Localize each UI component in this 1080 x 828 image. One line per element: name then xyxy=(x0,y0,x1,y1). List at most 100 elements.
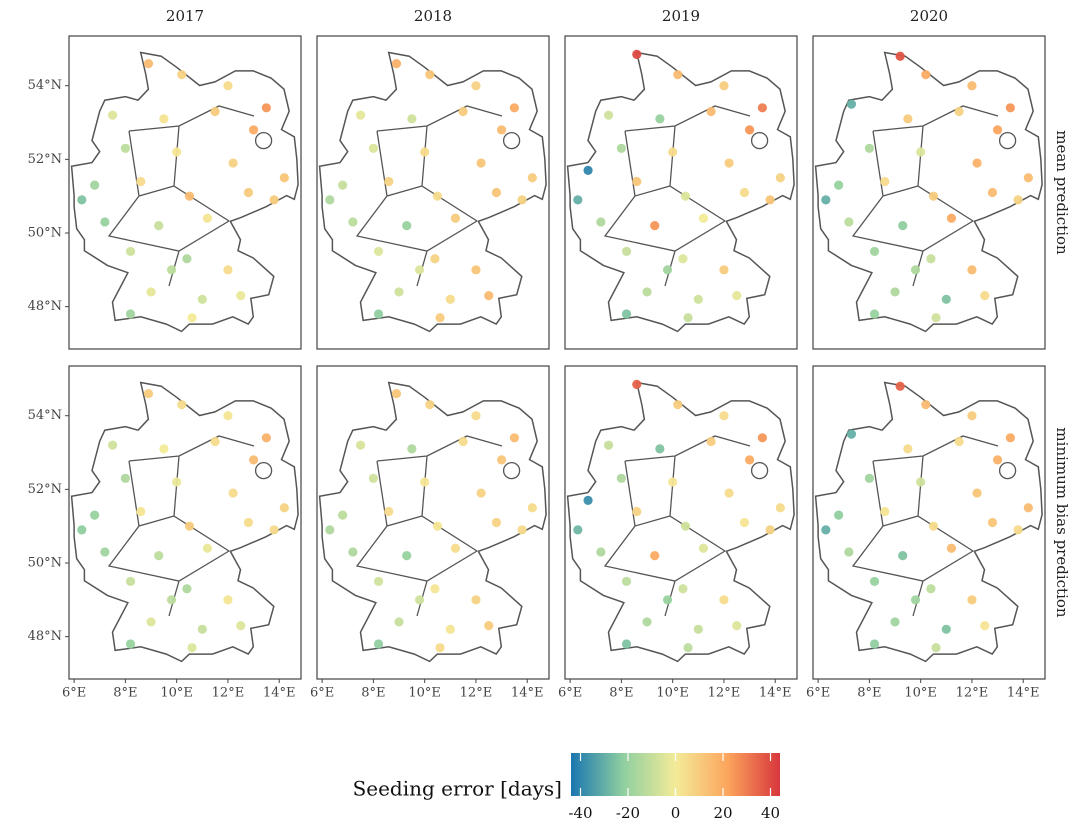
station-point xyxy=(77,525,87,535)
station-point xyxy=(928,521,939,531)
station-point xyxy=(757,433,767,443)
x-tick-label: 12°E xyxy=(956,686,989,701)
station-point xyxy=(890,287,900,297)
station-point xyxy=(573,525,583,535)
station-point xyxy=(279,503,289,513)
station-point xyxy=(926,254,936,264)
station-point xyxy=(583,495,593,506)
colorbar-tick-label: 20 xyxy=(713,804,732,822)
station-point xyxy=(243,517,254,528)
station-point xyxy=(458,106,468,117)
station-point xyxy=(136,176,146,187)
station-point xyxy=(673,400,683,410)
station-point xyxy=(869,576,880,587)
station-point xyxy=(184,191,195,201)
station-point xyxy=(987,187,998,198)
station-point xyxy=(476,158,486,168)
x-tick-label: 14°E xyxy=(759,686,792,701)
station-point xyxy=(210,436,220,447)
station-point xyxy=(596,217,606,227)
station-point xyxy=(243,187,254,198)
map-outline xyxy=(814,51,1043,333)
station-point xyxy=(172,477,182,487)
station-point xyxy=(744,455,755,465)
station-point xyxy=(650,221,660,231)
station-point xyxy=(248,455,259,465)
station-point xyxy=(223,411,233,421)
station-point xyxy=(202,213,213,223)
panel-border xyxy=(316,35,550,350)
station-point xyxy=(719,595,729,605)
column-strip: 2019 xyxy=(662,7,700,25)
station-point xyxy=(182,254,192,264)
panel-border xyxy=(68,365,302,680)
station-point xyxy=(384,176,394,187)
station-point xyxy=(90,180,100,190)
station-point xyxy=(946,543,957,553)
station-point xyxy=(693,294,703,304)
station-point xyxy=(402,551,412,561)
station-point xyxy=(394,617,404,627)
station-point xyxy=(154,221,164,231)
station-point xyxy=(910,595,921,605)
station-point xyxy=(775,173,785,183)
station-point xyxy=(391,59,402,69)
station-point xyxy=(724,158,734,168)
station-point xyxy=(931,643,941,653)
station-point xyxy=(621,576,632,587)
station-point xyxy=(402,221,412,231)
station-point xyxy=(269,195,279,205)
panel-border xyxy=(68,35,302,350)
station-point xyxy=(414,595,425,605)
station-point xyxy=(197,294,207,304)
x-tick-label: 8°E xyxy=(361,686,385,701)
station-point xyxy=(432,521,443,531)
column-strip: 2017 xyxy=(166,7,204,25)
x-tick-label: 10°E xyxy=(656,686,689,701)
station-point xyxy=(491,517,502,528)
station-point xyxy=(980,621,990,631)
station-point xyxy=(450,543,461,553)
x-tick-label: 10°E xyxy=(408,686,441,701)
map-outline xyxy=(566,51,795,333)
station-point xyxy=(471,411,481,421)
station-point xyxy=(236,291,246,301)
station-point xyxy=(650,551,660,561)
station-point xyxy=(355,110,366,120)
station-point xyxy=(425,70,435,80)
station-point xyxy=(821,195,831,205)
station-point xyxy=(698,213,709,223)
station-point xyxy=(159,114,169,124)
station-point xyxy=(821,525,831,535)
station-point xyxy=(864,143,874,153)
station-point xyxy=(414,265,425,275)
station-point xyxy=(992,125,1003,135)
y-tick-label: 50°N xyxy=(28,226,62,241)
y-tick-label: 50°N xyxy=(28,556,62,571)
station-point xyxy=(420,477,430,487)
station-point xyxy=(844,547,854,557)
x-tick-label: 10°E xyxy=(904,686,937,701)
station-point xyxy=(890,617,900,627)
station-point xyxy=(166,595,177,605)
station-point xyxy=(621,246,632,257)
station-point xyxy=(223,81,233,91)
station-point xyxy=(573,195,583,205)
column-strip: 2020 xyxy=(910,7,948,25)
station-point xyxy=(642,287,652,297)
station-point xyxy=(719,81,729,91)
x-tick-label: 6°E xyxy=(62,686,86,701)
station-point xyxy=(223,265,233,275)
station-point xyxy=(632,176,642,187)
station-point xyxy=(432,191,443,201)
station-point xyxy=(739,187,750,198)
station-point xyxy=(325,195,335,205)
station-point xyxy=(373,246,384,257)
x-tick-label: 6°E xyxy=(558,686,582,701)
station-point xyxy=(458,436,468,447)
panel-border xyxy=(564,35,798,350)
row-strip: minimum bias prediction xyxy=(1053,427,1071,617)
station-point xyxy=(603,440,614,450)
station-point xyxy=(143,389,154,399)
station-point xyxy=(869,639,880,649)
